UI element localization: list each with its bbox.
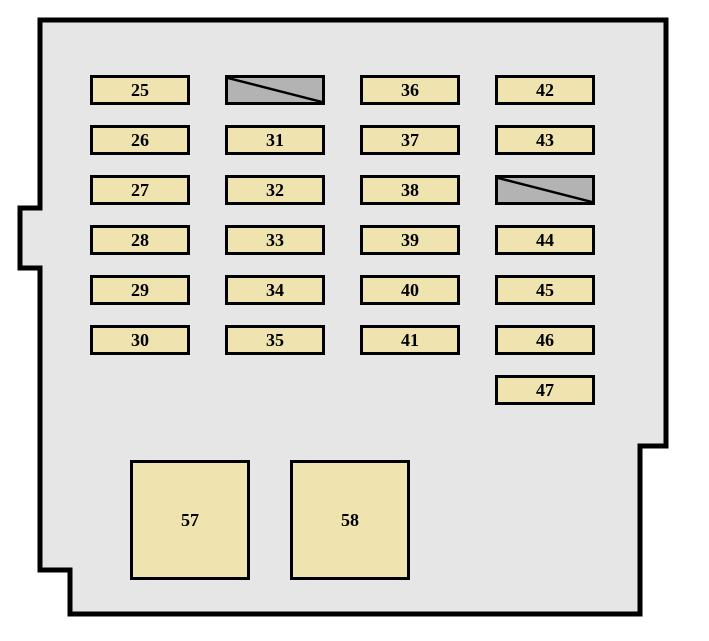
fuse-label: 39: [401, 230, 419, 251]
fuse-label: 32: [266, 180, 284, 201]
fuse-slot-blank: [225, 75, 325, 105]
fuse-slot-57: 57: [130, 460, 250, 580]
fuse-slot-58: 58: [290, 460, 410, 580]
fuse-slot-40: 40: [360, 275, 460, 305]
fuse-label: 28: [131, 230, 149, 251]
fuse-slot-46: 46: [495, 325, 595, 355]
fuse-label: 47: [536, 380, 554, 401]
fuse-label: 31: [266, 130, 284, 151]
fuse-slot-28: 28: [90, 225, 190, 255]
fuse-label: 58: [341, 510, 359, 531]
fuse-label: 30: [131, 330, 149, 351]
fuse-slot-25: 25: [90, 75, 190, 105]
fuse-slot-31: 31: [225, 125, 325, 155]
fuse-slot-34: 34: [225, 275, 325, 305]
fuse-label: 29: [131, 280, 149, 301]
fuse-label: 42: [536, 80, 554, 101]
fuse-slot-blank: [495, 175, 595, 205]
fuse-label: 44: [536, 230, 554, 251]
fuse-slot-37: 37: [360, 125, 460, 155]
fuse-slot-39: 39: [360, 225, 460, 255]
fuse-slot-29: 29: [90, 275, 190, 305]
fuse-label: 33: [266, 230, 284, 251]
fuse-label: 46: [536, 330, 554, 351]
fuse-label: 40: [401, 280, 419, 301]
fuse-slot-35: 35: [225, 325, 325, 355]
fuse-label: 41: [401, 330, 419, 351]
fuse-slot-42: 42: [495, 75, 595, 105]
fuse-slot-43: 43: [495, 125, 595, 155]
fuse-label: 34: [266, 280, 284, 301]
fuse-label: 37: [401, 130, 419, 151]
fuse-slot-36: 36: [360, 75, 460, 105]
fuse-slot-27: 27: [90, 175, 190, 205]
fuse-slot-45: 45: [495, 275, 595, 305]
fuse-label: 25: [131, 80, 149, 101]
fuse-label: 36: [401, 80, 419, 101]
fuse-slot-41: 41: [360, 325, 460, 355]
fuse-slot-26: 26: [90, 125, 190, 155]
fuse-slot-33: 33: [225, 225, 325, 255]
fuse-label: 27: [131, 180, 149, 201]
fuse-label: 57: [181, 510, 199, 531]
fuse-label: 38: [401, 180, 419, 201]
fuse-slot-32: 32: [225, 175, 325, 205]
fuse-slot-47: 47: [495, 375, 595, 405]
fuse-slot-30: 30: [90, 325, 190, 355]
fuse-label: 43: [536, 130, 554, 151]
fuse-slot-44: 44: [495, 225, 595, 255]
fuse-label: 35: [266, 330, 284, 351]
fuse-label: 45: [536, 280, 554, 301]
fuse-slot-38: 38: [360, 175, 460, 205]
fuse-label: 26: [131, 130, 149, 151]
